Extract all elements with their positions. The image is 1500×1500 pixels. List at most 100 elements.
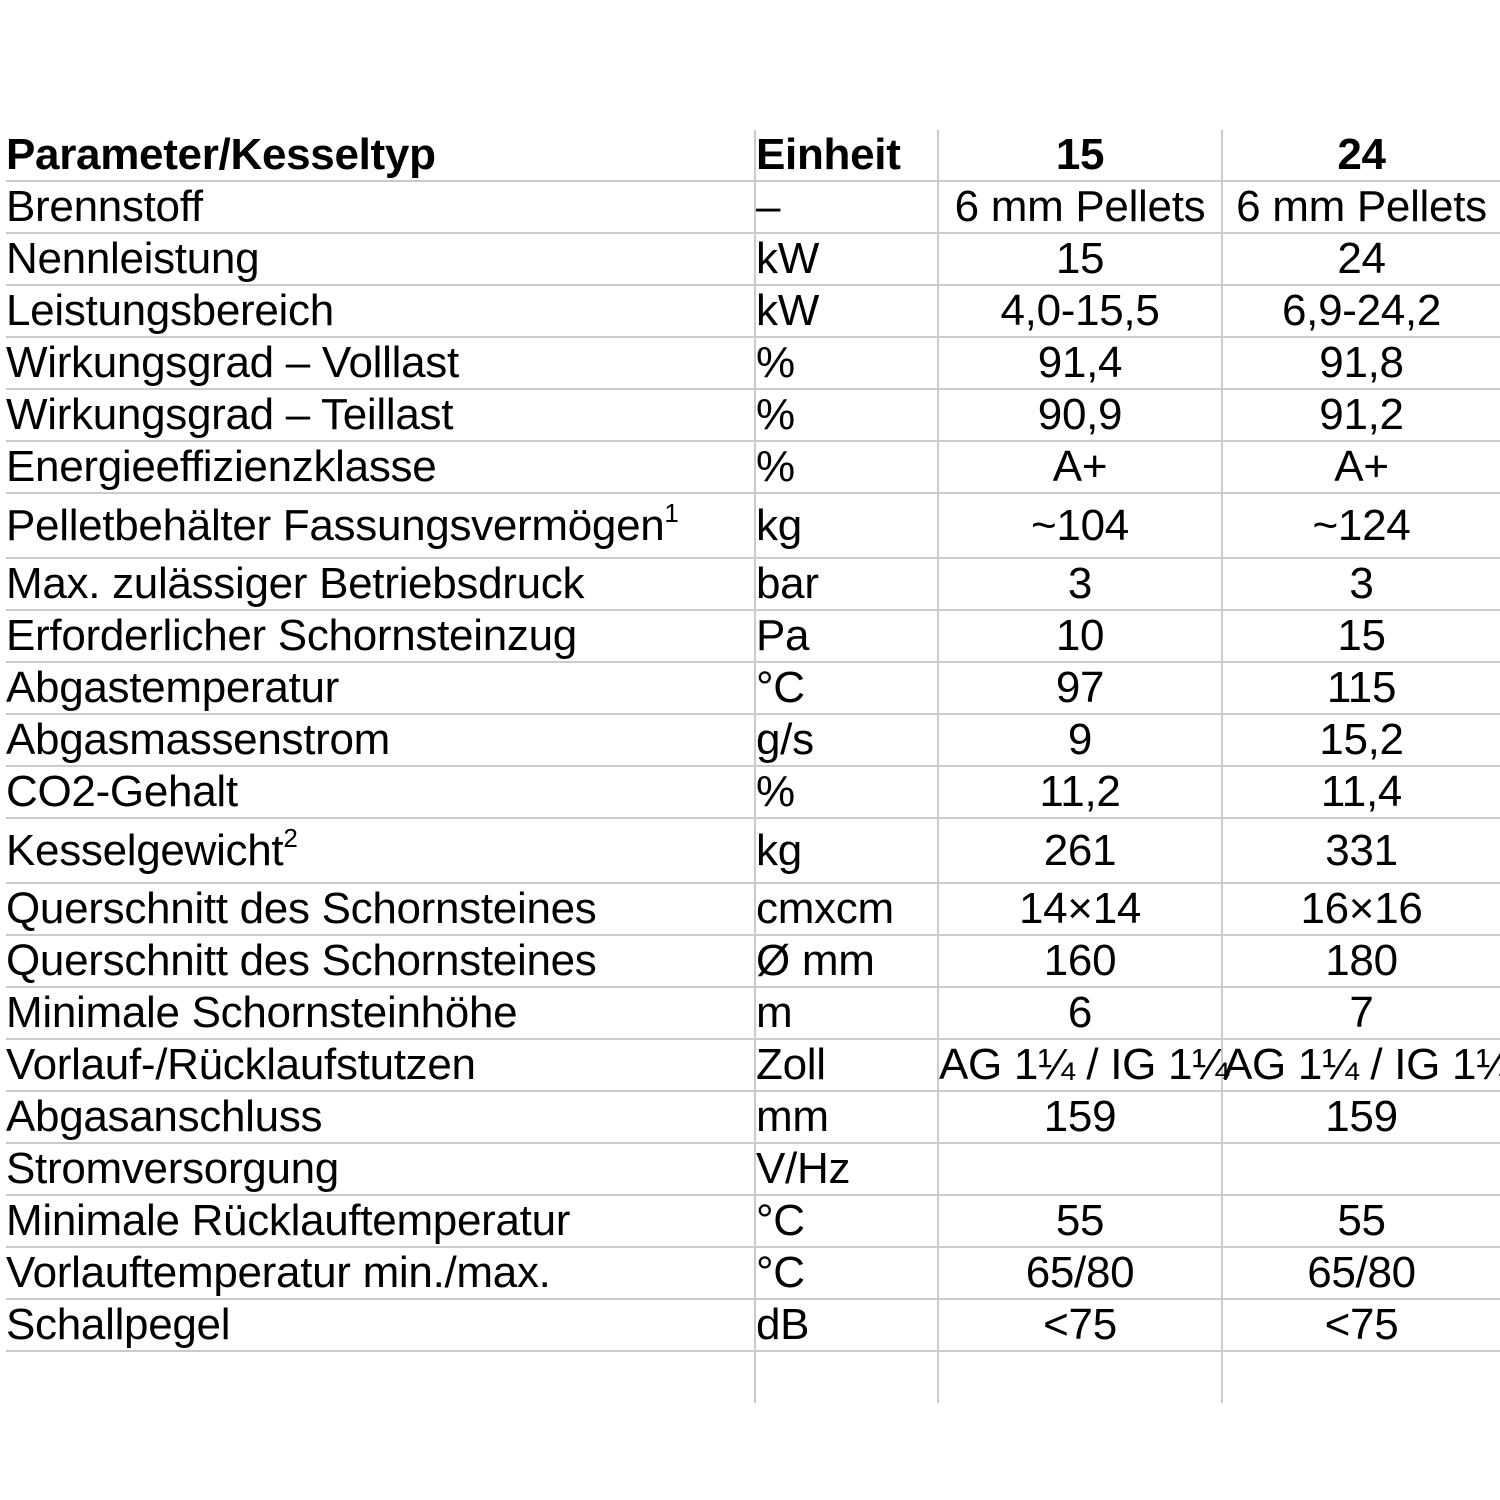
parameter-label: Vorlauftemperatur min./max. [6, 1248, 551, 1297]
table-row: Wirkungsgrad – Volllast % 91,4 91,8 [6, 337, 1500, 390]
parameter-label: Abgasmassenstrom [6, 715, 391, 764]
parameter-cell: Stromversorgung [6, 1143, 755, 1196]
parameter-label: Schallpegel [6, 1300, 231, 1349]
table-row: Vorlauf-/Rücklaufstutzen Zoll AG 1¼ / IG… [6, 1039, 1500, 1092]
value-15-cell: 15 [937, 233, 1222, 286]
parameter-label: Minimale Schornsteinhöhe [6, 988, 518, 1037]
unit-cell: m [754, 987, 938, 1040]
table-row: Wirkungsgrad – Teillast % 90,9 91,2 [6, 389, 1500, 442]
parameter-cell: Pelletbehälter Fassungsvermögen1 [6, 493, 755, 559]
parameter-label: Querschnitt des Schornsteines [6, 936, 597, 985]
table-row: Querschnitt des Schornsteines cmxcm 14×1… [6, 883, 1500, 936]
value-24-cell: 7 [1221, 987, 1500, 1040]
value-15-cell: 9 [937, 714, 1222, 767]
unit-cell: kW [754, 285, 938, 338]
unit-cell: °C [754, 1247, 938, 1300]
unit-cell: % [754, 441, 938, 494]
table-row: Abgastemperatur °C 97 115 [6, 662, 1500, 715]
unit-cell: g/s [754, 714, 938, 767]
unit-cell: Zoll [754, 1039, 938, 1092]
parameter-label: Stromversorgung [6, 1144, 339, 1193]
value-24-cell: 6 mm Pellets [1221, 181, 1500, 234]
value-15-cell: 4,0-15,5 [937, 285, 1222, 338]
value-24-cell: AG 1¼ / IG 1¼ [1221, 1039, 1500, 1092]
table-row: Nennleistung kW 15 24 [6, 233, 1500, 286]
unit-cell: kg [754, 493, 938, 559]
unit-cell: °C [754, 662, 938, 715]
value-24-cell: 24 [1221, 233, 1500, 286]
value-24-cell: 159 [1221, 1091, 1500, 1144]
parameter-label: Brennstoff [6, 182, 203, 231]
value-24-cell [1221, 1143, 1500, 1196]
parameter-label: Energieeffizienzklasse [6, 442, 437, 491]
value-15-cell: 11,2 [937, 766, 1222, 819]
table-row: Minimale Schornsteinhöhe m 6 7 [6, 987, 1500, 1040]
value-15-cell: 3 [937, 558, 1222, 611]
parameter-label: Kesselgewicht [6, 825, 284, 875]
unit-cell: kW [754, 233, 938, 286]
parameter-cell: Querschnitt des Schornsteines [6, 883, 755, 936]
table-row: Brennstoff – 6 mm Pellets 6 mm Pellets [6, 181, 1500, 234]
value-15-cell: ~104 [937, 493, 1222, 559]
unit-cell: °C [754, 1195, 938, 1248]
value-24-cell: 15 [1221, 610, 1500, 663]
parameter-label: Erforderlicher Schornsteinzug [6, 611, 577, 660]
parameter-cell: Brennstoff [6, 181, 755, 234]
value-15-cell: AG 1¼ / IG 1¼ [937, 1039, 1229, 1092]
table-row: Minimale Rücklauftemperatur °C 55 55 [6, 1195, 1500, 1248]
value-24-cell: 91,8 [1221, 337, 1500, 390]
parameter-label: Abgasanschluss [6, 1092, 323, 1141]
parameter-label: Max. zulässiger Betriebsdruck [6, 559, 585, 608]
parameter-cell: Abgasanschluss [6, 1091, 755, 1144]
value-15-cell: 6 mm Pellets [937, 181, 1222, 234]
value-15-cell: <75 [937, 1299, 1222, 1352]
parameter-cell: Minimale Schornsteinhöhe [6, 987, 755, 1040]
value-15-cell: 97 [937, 662, 1222, 715]
table-row: Abgasanschluss mm 159 159 [6, 1091, 1500, 1144]
value-15-cell: 55 [937, 1195, 1222, 1248]
parameter-cell: Max. zulässiger Betriebsdruck [6, 558, 755, 611]
table-row: Kesselgewicht2 kg 261 331 [6, 818, 1500, 884]
value-24-cell: 115 [1221, 662, 1500, 715]
footnote-marker: 2 [283, 822, 298, 853]
value-24-cell: 6,9-24,2 [1221, 285, 1500, 338]
value-24-cell: 11,4 [1221, 766, 1500, 819]
table-row: Leistungsbereich kW 4,0-15,5 6,9-24,2 [6, 285, 1500, 338]
parameter-label: Vorlauf-/Rücklaufstutzen [6, 1040, 476, 1089]
value-24-cell: 55 [1221, 1195, 1500, 1248]
table-row: Abgasmassenstrom g/s 9 15,2 [6, 714, 1500, 767]
header-row: Parameter/Kesseltyp Einheit 15 24 [6, 130, 1500, 182]
unit-cell: kg [754, 818, 938, 884]
table-row: Stromversorgung V/Hz [6, 1143, 1500, 1196]
value-15-cell: 90,9 [937, 389, 1222, 442]
parameter-label: Leistungsbereich [6, 286, 334, 335]
unit-cell: % [754, 766, 938, 819]
header-model-15: 15 [937, 130, 1222, 182]
unit-cell: cmxcm [754, 883, 938, 936]
value-24-cell: 65/80 [1221, 1247, 1500, 1300]
unit-cell: % [754, 389, 938, 442]
unit-cell: V/Hz [754, 1143, 938, 1196]
header-unit: Einheit [754, 130, 938, 182]
value-15-cell: 14×14 [937, 883, 1222, 936]
parameter-cell: Energieeffizienzklasse [6, 441, 755, 494]
value-15-cell: 91,4 [937, 337, 1222, 390]
parameter-label: Querschnitt des Schornsteines [6, 884, 597, 933]
parameter-label: Pelletbehälter Fassungsvermögen [6, 500, 665, 550]
parameter-label: Abgastemperatur [6, 663, 340, 712]
table-row: Querschnitt des Schornsteines Ø mm 160 1… [6, 935, 1500, 988]
value-15-cell [937, 1143, 1222, 1196]
boiler-spec-table: Parameter/Kesseltyp Einheit 15 24 Brenns… [6, 130, 1500, 1403]
parameter-cell: Abgasmassenstrom [6, 714, 755, 767]
value-24-cell: 91,2 [1221, 389, 1500, 442]
parameter-cell: Schallpegel [6, 1299, 755, 1352]
value-24-cell: 3 [1221, 558, 1500, 611]
parameter-cell: Wirkungsgrad – Volllast [6, 337, 755, 390]
parameter-label: Nennleistung [6, 234, 260, 283]
parameter-label: Wirkungsgrad – Volllast [6, 338, 459, 387]
table-row: Max. zulässiger Betriebsdruck bar 3 3 [6, 558, 1500, 611]
parameter-cell: Wirkungsgrad – Teillast [6, 389, 755, 442]
value-15-cell: 159 [937, 1091, 1222, 1144]
unit-cell: % [754, 337, 938, 390]
value-15-cell: 160 [937, 935, 1222, 988]
